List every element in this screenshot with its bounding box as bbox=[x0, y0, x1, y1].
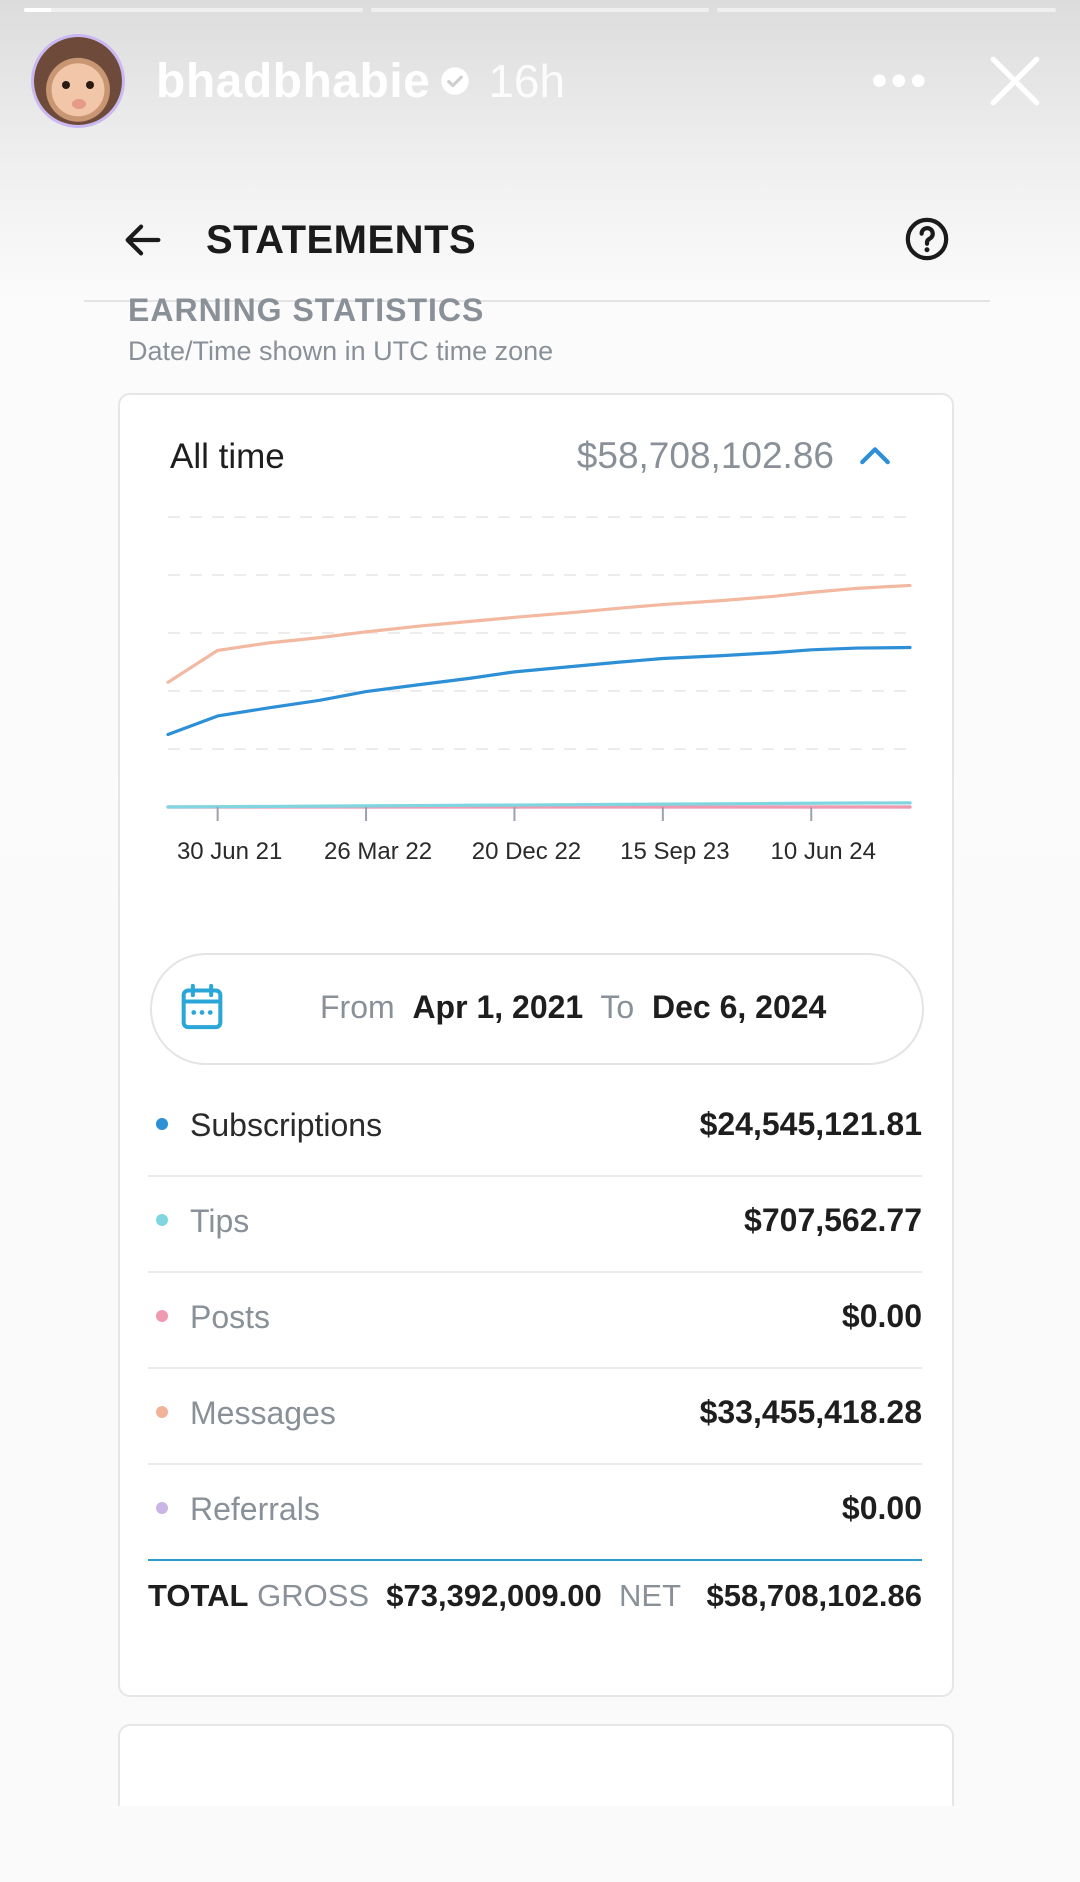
earnings-card: All time $58,708,102.86 30 Jun 21 26 Mar … bbox=[118, 393, 954, 1697]
breakdown-label: Referrals bbox=[190, 1491, 320, 1527]
from-date[interactable]: Apr 1, 2021 bbox=[412, 989, 584, 1025]
to-date[interactable]: Dec 6, 2024 bbox=[651, 989, 827, 1025]
breakdown-value: $707,562.77 bbox=[744, 1202, 922, 1238]
header-divider bbox=[84, 300, 990, 302]
legend-dot-icon bbox=[156, 1214, 168, 1226]
period-summary[interactable]: All time $58,708,102.86 bbox=[170, 431, 922, 487]
breakdown-label: Tips bbox=[190, 1203, 250, 1239]
breakdown-row[interactable]: Referrals $0.00 bbox=[148, 1465, 922, 1561]
story-progress bbox=[24, 8, 1057, 14]
breakdown-row[interactable]: Messages $33,455,418.28 bbox=[148, 1369, 922, 1465]
breakdown-value: $0.00 bbox=[841, 1298, 922, 1334]
from-label: From bbox=[320, 989, 395, 1025]
story-progress-segment bbox=[24, 8, 363, 12]
avatar[interactable] bbox=[34, 37, 122, 125]
story-timestamp: 16h bbox=[488, 55, 566, 107]
help-icon[interactable] bbox=[904, 216, 950, 262]
gross-value: $73,392,009.00 bbox=[386, 1578, 602, 1613]
breakdown-value: $33,455,418.28 bbox=[699, 1394, 922, 1430]
legend-dot-icon bbox=[156, 1502, 168, 1514]
breakdown-label: Subscriptions bbox=[190, 1107, 383, 1143]
breakdown-label: Messages bbox=[190, 1395, 336, 1431]
page-title: STATEMENTS bbox=[206, 217, 477, 262]
net-label: NET bbox=[619, 1578, 682, 1613]
breakdown-value: $24,545,121.81 bbox=[699, 1106, 922, 1142]
to-label: To bbox=[600, 989, 635, 1025]
breakdown-label: Posts bbox=[190, 1299, 271, 1335]
series-line bbox=[166, 645, 912, 737]
total-label: TOTAL bbox=[148, 1578, 249, 1613]
breakdown-row[interactable]: Posts $0.00 bbox=[148, 1273, 922, 1369]
breakdown-value: $0.00 bbox=[841, 1490, 922, 1526]
next-card bbox=[118, 1724, 954, 1806]
earnings-line-chart: 30 Jun 21 26 Mar 22 20 Dec 22 15 Sep 23 10 J… bbox=[166, 516, 912, 865]
date-range-picker[interactable]: From Apr 1, 2021 To Dec 6, 2024 bbox=[150, 953, 924, 1065]
more-options-icon[interactable]: ••• bbox=[871, 56, 930, 105]
breakdown-row[interactable]: Tips $707,562.77 bbox=[148, 1177, 922, 1273]
story-progress-segment bbox=[370, 8, 710, 12]
date-range-text: From Apr 1, 2021 To Dec 6, 2024 bbox=[320, 989, 826, 1026]
series-line bbox=[166, 801, 912, 809]
legend-dot-icon bbox=[156, 1118, 168, 1130]
x-tick-label: 26 Mar 22 bbox=[324, 838, 432, 865]
legend-dot-icon bbox=[156, 1406, 168, 1418]
timezone-note: Date/Time shown in UTC time zone bbox=[128, 336, 554, 366]
x-tick-label: 30 Jun 21 bbox=[177, 838, 282, 865]
earnings-breakdown-list: Subscriptions $24,545,121.81 Tips $707,562.… bbox=[148, 1081, 922, 1561]
gross-label: GROSS bbox=[257, 1578, 370, 1613]
net-value: $58,708,102.86 bbox=[706, 1578, 923, 1613]
story-username[interactable]: bhadbhabie bbox=[156, 54, 431, 108]
back-arrow-icon[interactable] bbox=[120, 217, 166, 263]
story-progress-segment bbox=[717, 8, 1057, 12]
chevron-up-icon[interactable] bbox=[858, 443, 892, 467]
close-icon[interactable] bbox=[986, 52, 1044, 110]
totals-row: TOTAL GROSS $73,392,009.00 NET $58,708,1… bbox=[148, 1578, 922, 1614]
section-title: EARNING STATISTICS bbox=[128, 292, 485, 322]
verified-badge-icon bbox=[441, 67, 470, 95]
story-header: bhadbhabie 16h ••• bbox=[34, 36, 1050, 126]
breakdown-row[interactable]: Subscriptions $24,545,121.81 bbox=[148, 1081, 922, 1177]
period-amount: $58,708,102.86 bbox=[576, 435, 834, 476]
x-tick-label: 20 Dec 22 bbox=[472, 838, 581, 865]
legend-dot-icon bbox=[156, 1310, 168, 1322]
x-tick-label: 10 Jun 24 bbox=[771, 838, 876, 865]
calendar-icon[interactable] bbox=[180, 983, 224, 1031]
series-line bbox=[166, 583, 912, 684]
period-label: All time bbox=[170, 437, 285, 476]
x-tick-label: 15 Sep 23 bbox=[620, 838, 729, 865]
app-header: STATEMENTS bbox=[120, 200, 950, 280]
